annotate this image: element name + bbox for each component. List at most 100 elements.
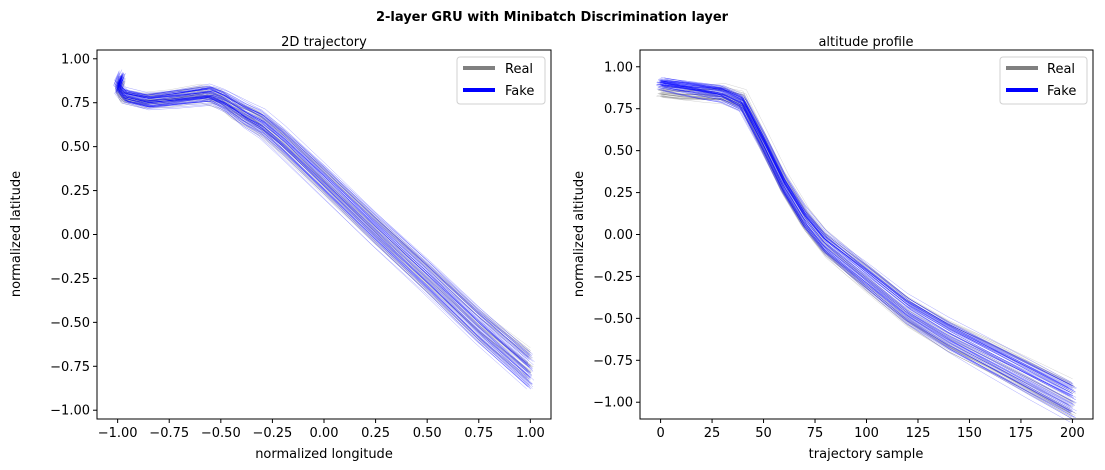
fake-trajectory-line — [659, 84, 1074, 405]
y-tick-label: 1.00 — [61, 52, 90, 67]
fake-trajectory-line — [117, 78, 531, 379]
fake-trajectory-line — [116, 77, 533, 369]
fake-trajectory-line — [658, 87, 1076, 406]
fake-trajectory-line — [121, 74, 528, 365]
x-tick-label: 25 — [704, 426, 721, 441]
fake-trajectory-line — [117, 75, 531, 367]
fake-trajectory-line — [120, 77, 528, 387]
fake-trajectory-line — [118, 78, 530, 386]
fake-trajectory-line — [118, 76, 530, 368]
fake-trajectory-line — [660, 81, 1073, 394]
real-trajectory-line — [116, 74, 532, 352]
fake-trajectory-line — [119, 73, 529, 364]
real-trajectory-line — [659, 88, 1074, 385]
fake-trajectory-line — [117, 78, 530, 381]
fake-trajectory-line — [117, 77, 531, 389]
x-tick-label: 1.00 — [516, 426, 545, 441]
fake-trajectory-line — [117, 71, 530, 355]
fake-trajectory-line — [660, 80, 1073, 386]
fake-trajectory-line — [661, 87, 1071, 414]
fake-trajectory-line — [661, 84, 1073, 408]
real-trajectory-line — [661, 92, 1072, 403]
fake-trajectory-line — [118, 79, 531, 384]
fake-trajectory-line — [660, 88, 1073, 420]
real-trajectory-line — [116, 78, 531, 366]
fake-trajectory-line — [119, 73, 528, 371]
real-trajectory-line — [660, 94, 1073, 419]
fake-trajectory-line — [658, 81, 1075, 407]
left-panel-title: 2D trajectory — [281, 35, 367, 50]
fake-trajectory-line — [117, 77, 531, 378]
real-trajectory-line — [662, 88, 1071, 399]
real-trajectory-line — [660, 86, 1073, 384]
legend-fake-label: Fake — [505, 84, 534, 99]
x-tick-label: −0.25 — [252, 426, 292, 441]
fake-trajectory-line — [118, 79, 530, 385]
fake-trajectory-line — [116, 80, 532, 379]
fake-trajectory-line — [114, 75, 534, 372]
real-trajectory-line — [115, 80, 534, 368]
y-tick-label: 1.00 — [604, 60, 633, 75]
fake-trajectory-line — [656, 85, 1077, 412]
fake-trajectory-line — [114, 70, 534, 355]
real-trajectory-line — [659, 90, 1074, 393]
fake-trajectory-line — [659, 83, 1073, 402]
fake-trajectory-line — [658, 86, 1076, 414]
real-trajectory-line — [661, 91, 1073, 413]
fake-trajectory-line — [117, 77, 530, 378]
fake-trajectory-line — [660, 81, 1073, 391]
fake-trajectory-line — [660, 81, 1073, 409]
real-trajectory-line — [662, 91, 1071, 414]
real-trajectory-line — [662, 97, 1071, 412]
fake-trajectory-line — [117, 79, 531, 387]
real-trajectory-line — [119, 81, 530, 380]
fake-trajectory-line — [114, 79, 535, 381]
fake-trajectory-line — [117, 77, 531, 374]
real-trajectory-line — [662, 93, 1071, 414]
real-trajectory-line — [116, 76, 532, 360]
fake-trajectory-line — [117, 80, 531, 390]
real-trajectory-line — [662, 86, 1071, 383]
fake-trajectory-line — [660, 82, 1074, 398]
real-trajectory-line — [662, 86, 1071, 384]
fake-trajectory-line — [658, 80, 1075, 387]
real-trajectory-line — [658, 89, 1075, 389]
fake-trajectory-line — [114, 81, 533, 389]
y-tick-label: −0.50 — [593, 312, 633, 327]
real-trajectory-line — [116, 82, 531, 379]
fake-trajectory-line — [118, 76, 528, 373]
fake-trajectory-line — [117, 76, 532, 370]
fake-trajectory-line — [657, 87, 1076, 418]
fake-trajectory-line — [662, 81, 1071, 397]
fake-trajectory-line — [660, 80, 1073, 387]
fake-trajectory-line — [663, 81, 1070, 406]
fake-trajectory-line — [114, 75, 533, 377]
real-trajectory-line — [114, 78, 534, 368]
real-trajectory-line — [117, 81, 530, 382]
real-trajectory-line — [117, 81, 532, 373]
fake-trajectory-line — [656, 84, 1077, 389]
x-tick-label: −0.75 — [149, 426, 189, 441]
fake-trajectory-line — [115, 79, 534, 388]
fake-trajectory-line — [656, 84, 1077, 398]
fake-trajectory-line — [659, 83, 1073, 404]
fake-trajectory-line — [660, 82, 1073, 397]
fake-trajectory-line — [115, 81, 533, 385]
fake-trajectory-line — [658, 80, 1075, 393]
fake-trajectory-line — [658, 79, 1075, 391]
real-trajectory-line — [117, 77, 531, 356]
legend-fake-label: Fake — [1047, 84, 1076, 99]
real-trajectory-line — [659, 93, 1074, 403]
fake-trajectory-line — [661, 84, 1072, 413]
real-trajectory-line — [119, 74, 529, 352]
y-tick-label: 0.50 — [604, 144, 633, 159]
real-trajectory-line — [117, 77, 531, 355]
fake-trajectory-line — [660, 80, 1074, 396]
real-trajectory-line — [117, 76, 531, 351]
fake-trajectory-line — [661, 82, 1072, 396]
real-trajectory-line — [119, 80, 529, 367]
right-panel-x-ticks: 0 25 50 75 100 125 150 175 200 — [656, 419, 1085, 441]
real-trajectory-line — [116, 82, 532, 373]
fake-trajectory-line — [119, 78, 528, 379]
y-tick-label: −0.75 — [593, 354, 633, 369]
